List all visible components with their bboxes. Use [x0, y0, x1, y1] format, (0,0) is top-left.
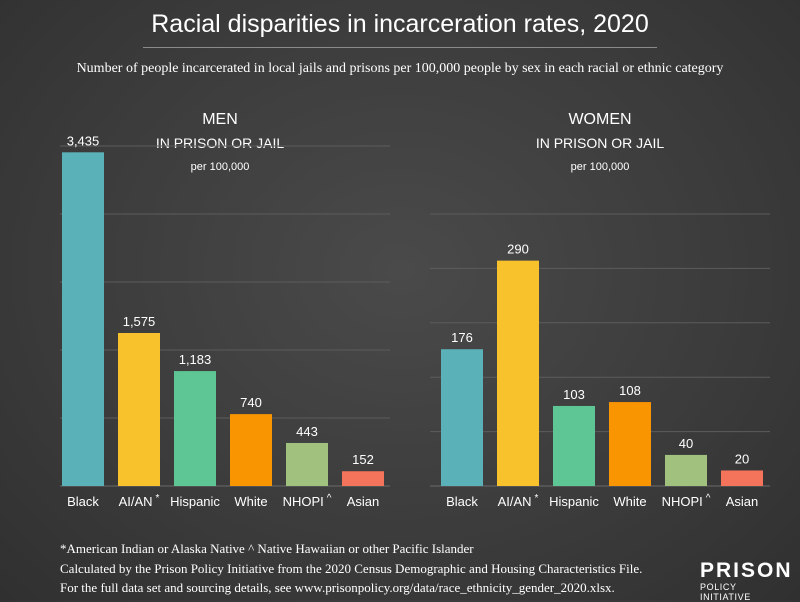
men-value-label-black: 3,435 — [67, 133, 100, 148]
chart-subtitle: Number of people incarcerated in local j… — [76, 61, 724, 76]
women-value-label-aian: 290 — [507, 242, 529, 257]
women-value-label-nhopi: 40 — [679, 436, 693, 451]
women-value-label-asian: 20 — [735, 451, 749, 466]
men-value-label-nhopi: 443 — [296, 424, 318, 439]
men-value-label-aian: 1,575 — [123, 314, 156, 329]
women-value-label-white: 108 — [619, 383, 641, 398]
women-category-mark-nhopi: ^ — [706, 493, 711, 504]
men-bar-black — [62, 152, 104, 487]
women-bar-nhopi — [665, 454, 707, 486]
men-bar-nhopi — [286, 442, 328, 486]
men-category-label-black: Black — [67, 494, 99, 509]
women-bar-asian — [721, 470, 763, 486]
women-value-label-hispanic: 103 — [563, 387, 585, 402]
title-divider — [143, 47, 657, 48]
women-panel-heading: WOMEN IN PRISON OR JAIL per 100,000 — [520, 111, 680, 173]
men-heading: MEN — [202, 111, 238, 128]
women-bar-aian — [497, 260, 539, 486]
men-category-label-nhopi: NHOPI ^ — [283, 493, 332, 509]
women-category-label-white: White — [613, 494, 646, 509]
men-value-label-white: 740 — [240, 395, 262, 410]
men-heading-sub: IN PRISON OR JAIL — [155, 135, 285, 151]
men-category-label-aian: AI/AN * — [119, 493, 160, 509]
logo-line-2: POLICY INITIATIVE — [700, 582, 751, 602]
women-category-mark-aian: * — [535, 493, 539, 504]
women-value-label-black: 176 — [451, 330, 473, 345]
men-category-mark-aian: * — [156, 493, 160, 504]
men-bar-white — [230, 414, 272, 486]
men-heading-unit: per 100,000 — [190, 161, 250, 173]
women-category-label-asian: Asian — [726, 494, 759, 509]
women-category-label-aian: AI/AN * — [498, 493, 539, 509]
women-category-label-nhopi: NHOPI ^ — [662, 493, 711, 509]
women-category-label-black: Black — [446, 494, 478, 509]
women-bar-hispanic — [553, 405, 595, 486]
women-category-label-hispanic: Hispanic — [549, 494, 599, 509]
women-bar-white — [609, 402, 651, 486]
men-bar-hispanic — [174, 371, 216, 486]
women-heading: WOMEN — [568, 111, 632, 128]
women-heading-unit: per 100,000 — [570, 161, 630, 173]
women-bar-black — [441, 349, 483, 486]
men-bar-asian — [342, 471, 384, 486]
chart-title: Racial disparities in incarceration rate… — [151, 10, 649, 38]
men-category-mark-nhopi: ^ — [327, 493, 332, 504]
men-value-label-hispanic: 1,183 — [179, 352, 212, 367]
footnote-data-link: For the full data set and sourcing detai… — [60, 580, 615, 595]
men-category-label-asian: Asian — [347, 494, 380, 509]
men-category-label-white: White — [234, 494, 267, 509]
men-category-label-hispanic: Hispanic — [170, 494, 220, 509]
logo-line-1: PRISON — [700, 559, 793, 582]
prison-policy-logo: PRISON POLICY INITIATIVE — [700, 559, 793, 602]
men-value-label-asian: 152 — [352, 452, 374, 467]
women-heading-sub: IN PRISON OR JAIL — [535, 135, 665, 151]
men-bar-aian — [118, 333, 160, 486]
footnote-abbreviations: *American Indian or Alaska Native ^ Nati… — [60, 541, 474, 556]
footnote-source: Calculated by the Prison Policy Initiati… — [60, 561, 643, 576]
men-panel-heading: MEN IN PRISON OR JAIL per 100,000 — [140, 111, 300, 173]
